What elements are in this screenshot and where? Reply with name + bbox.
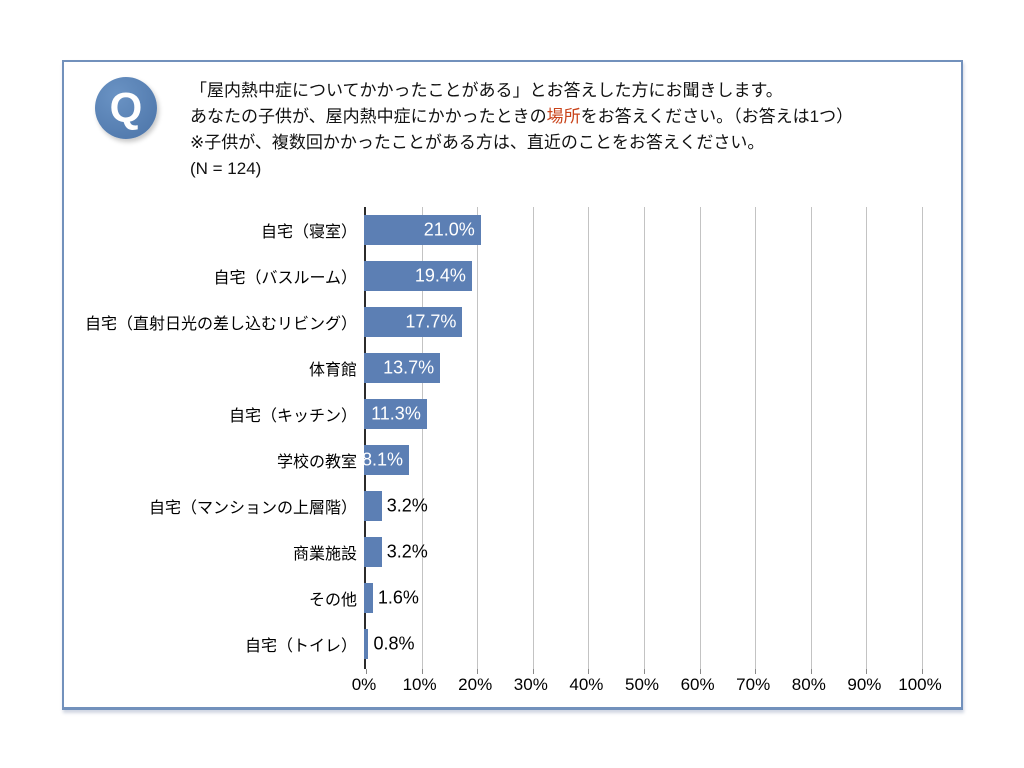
value-label: 11.3% bbox=[371, 403, 421, 424]
axis-tick bbox=[532, 669, 534, 674]
category-label: 商業施設 bbox=[292, 546, 357, 563]
category-label: 自宅（バスルーム） bbox=[213, 270, 357, 287]
x-tick-label: 10% bbox=[402, 675, 437, 694]
chart-row: 自宅（寝室） 21.0% bbox=[64, 207, 920, 253]
axis-tick bbox=[366, 669, 367, 674]
x-tick-label: 30% bbox=[513, 675, 548, 694]
bar-area: 21.0% bbox=[364, 215, 920, 245]
category-label: 自宅（直射日光の差し込むリビング） bbox=[84, 316, 357, 333]
bar bbox=[364, 215, 481, 245]
axis-tick bbox=[644, 669, 645, 674]
x-tick-label: 90% bbox=[847, 675, 882, 694]
x-axis-labels: 0% 10% 20% 30% 40% 50% 60% 70% 80% 90% 100% bbox=[352, 675, 942, 697]
category-label: 体育館 bbox=[308, 362, 357, 379]
bar bbox=[364, 353, 441, 383]
chart-row: 自宅（マンションの上層階） 3.2% bbox=[64, 483, 920, 529]
question-badge-letter: Q bbox=[109, 84, 143, 131]
bar bbox=[364, 629, 369, 659]
value-label: 3.2% bbox=[386, 541, 428, 562]
category-label: 学校の教室 bbox=[276, 454, 357, 471]
question-line-2-after: をお答えください。（お答えは1つ） bbox=[580, 107, 854, 126]
question-line-2-before: あなたの子供が、屋内熱中症にかかったときの bbox=[190, 107, 547, 126]
chart-row: 自宅（キッチン） 11.3% bbox=[64, 391, 920, 437]
question-line-3: ※子供が、複数回かかったことがある方は、直近のことをお答えください。 bbox=[190, 133, 765, 152]
question-line-2-highlight: 場所 bbox=[546, 107, 581, 126]
bar-area: 11.3% bbox=[364, 399, 920, 429]
chart-row: 自宅（バスルーム） 19.4% bbox=[64, 253, 920, 299]
value-label: 21.0% bbox=[423, 219, 475, 240]
bar-area: 17.7% bbox=[364, 307, 920, 337]
chart-row: その他 1.6% bbox=[64, 575, 920, 621]
category-label: 自宅（マンションの上層階） bbox=[148, 500, 357, 517]
category-label: 自宅（トイレ） bbox=[244, 638, 357, 655]
category-label: その他 bbox=[308, 592, 357, 609]
bar bbox=[364, 491, 382, 521]
value-label: 1.6% bbox=[377, 587, 419, 608]
bar bbox=[364, 261, 472, 291]
value-label: 13.7% bbox=[383, 357, 435, 378]
value-label: 3.2% bbox=[386, 495, 428, 516]
x-tick-label: 70% bbox=[736, 675, 771, 694]
value-label: 17.7% bbox=[405, 311, 457, 332]
bar bbox=[364, 399, 427, 429]
chart-rows: 自宅（寝室） 21.0% 自宅（バスルーム） 19.4% 自宅（直射日光の差し込… bbox=[64, 207, 920, 667]
x-tick-label: 60% bbox=[680, 675, 715, 694]
question-sample-size: (N = 124) bbox=[190, 159, 262, 178]
question-line-2: あなたの子供が、屋内熱中症にかかったときの場所をお答えください。（お答えは1つ） bbox=[190, 104, 950, 130]
question-line-1: 「屋内熱中症についてかかったことがある」とお答えした方にお聞きします。 bbox=[190, 81, 783, 100]
chart-row: 商業施設 3.2% bbox=[64, 529, 920, 575]
axis-tick bbox=[588, 669, 590, 674]
gridline bbox=[922, 207, 923, 669]
axis-tick bbox=[421, 669, 423, 674]
slide-content-box: Q 「屋内熱中症についてかかったことがある」とお答えした方にお聞きします。 あな… bbox=[62, 60, 963, 710]
axis-tick bbox=[810, 669, 812, 674]
x-tick-label: 80% bbox=[791, 675, 826, 694]
chart-row: 学校の教室 8.1% bbox=[64, 437, 920, 483]
bar-area: 8.1% bbox=[362, 445, 920, 475]
question-text-block: 「屋内熱中症についてかかったことがある」とお答えした方にお聞きします。 あなたの… bbox=[190, 78, 950, 182]
value-label: 8.1% bbox=[362, 449, 404, 470]
bar bbox=[364, 445, 410, 475]
x-tick-label: 0% bbox=[351, 675, 377, 694]
chart-row: 体育館 13.7% bbox=[64, 345, 920, 391]
bar-area: 3.2% bbox=[364, 491, 920, 521]
bar-area: 19.4% bbox=[364, 261, 920, 291]
axis-tick bbox=[477, 669, 479, 674]
x-tick-label: 40% bbox=[569, 675, 604, 694]
chart-row: 自宅（トイレ） 0.8% bbox=[64, 621, 920, 667]
bar-area: 0.8% bbox=[364, 629, 920, 659]
x-tick-label: 100% bbox=[898, 675, 942, 694]
axis-tick bbox=[922, 669, 923, 674]
x-tick-label: 50% bbox=[624, 675, 660, 694]
bar bbox=[364, 537, 382, 567]
bar-area: 1.6% bbox=[364, 583, 920, 613]
value-label: 0.8% bbox=[373, 633, 415, 654]
axis-tick bbox=[755, 669, 757, 674]
chart-row: 自宅（直射日光の差し込むリビング） 17.7% bbox=[64, 299, 920, 345]
question-badge: Q bbox=[95, 77, 157, 139]
value-label: 19.4% bbox=[414, 265, 466, 286]
bar bbox=[364, 583, 373, 613]
category-label: 自宅（寝室） bbox=[260, 224, 357, 241]
bar bbox=[364, 307, 463, 337]
axis-tick bbox=[866, 669, 868, 674]
category-label: 自宅（キッチン） bbox=[228, 408, 357, 425]
bar-area: 3.2% bbox=[364, 537, 920, 567]
bar-area: 13.7% bbox=[364, 353, 920, 383]
axis-tick bbox=[699, 669, 701, 674]
x-tick-label: 20% bbox=[458, 675, 493, 694]
